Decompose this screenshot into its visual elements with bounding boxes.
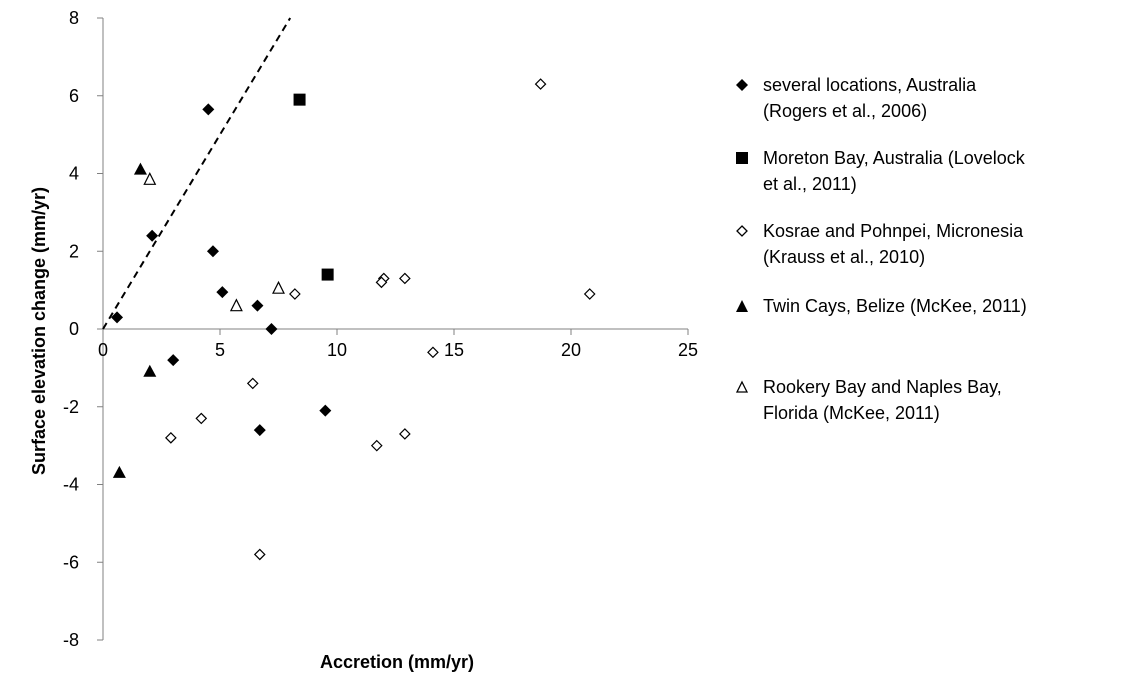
y-tick-label: 6 bbox=[69, 86, 79, 106]
x-axis-title: Accretion (mm/yr) bbox=[320, 652, 474, 672]
legend-label-line: Rookery Bay and Naples Bay, bbox=[763, 377, 1002, 397]
y-tick-label: -2 bbox=[63, 397, 79, 417]
open-diamond-point bbox=[195, 412, 208, 425]
open-diamond-icon bbox=[736, 225, 748, 237]
y-tick-label: 8 bbox=[69, 8, 79, 28]
x-tick-label: 25 bbox=[678, 340, 698, 360]
y-tick-label: -4 bbox=[63, 475, 79, 495]
filled-diamond-point bbox=[206, 245, 219, 258]
legend-label-line: Twin Cays, Belize (McKee, 2011) bbox=[763, 296, 1027, 316]
legend-label-line: Moreton Bay, Australia (Lovelock bbox=[763, 148, 1025, 168]
open-diamond-point bbox=[583, 288, 596, 300]
open-diamond-point bbox=[253, 548, 266, 561]
open-triangle-point bbox=[229, 298, 243, 312]
open-diamond-point bbox=[375, 276, 388, 289]
filled-diamond-point bbox=[319, 404, 332, 417]
filled-diamond-point bbox=[167, 354, 180, 367]
filled-diamond-point bbox=[251, 299, 264, 312]
filled-triangle-point bbox=[143, 364, 157, 377]
x-tick-label: 15 bbox=[444, 340, 464, 360]
open-diamond-point bbox=[399, 272, 411, 285]
y-tick-label: -8 bbox=[63, 630, 79, 650]
filled-diamond-point bbox=[265, 323, 278, 335]
y-tick-label: 4 bbox=[69, 164, 79, 184]
filled-triangle-point bbox=[112, 465, 126, 478]
legend-label-line: (Rogers et al., 2006) bbox=[763, 101, 928, 121]
open-triangle-point bbox=[143, 171, 157, 185]
legend-label-line: several locations, Australia bbox=[763, 75, 977, 95]
legend-label-line: Kosrae and Pohnpei, Micronesia bbox=[763, 221, 1024, 241]
legend-label: Moreton Bay, Australia (Lovelock et al.,… bbox=[763, 145, 1128, 197]
filled-triangle-point bbox=[133, 162, 147, 175]
y-tick-label: 0 bbox=[69, 319, 79, 339]
filled-square-icon bbox=[736, 152, 748, 164]
reference-line bbox=[102, 17, 292, 330]
open-diamond-point bbox=[165, 432, 177, 444]
filled-square-point bbox=[321, 268, 334, 281]
open-diamond-point bbox=[399, 428, 411, 440]
filled-triangle-icon bbox=[736, 300, 748, 312]
open-triangle-icon bbox=[735, 380, 749, 393]
legend-label: Kosrae and Pohnpei, Micronesia (Krauss e… bbox=[763, 218, 1128, 270]
y-tick-label: -6 bbox=[63, 552, 79, 572]
y-axis-title: Surface elevation change (mm/yr) bbox=[29, 187, 49, 475]
open-triangle-point bbox=[272, 280, 285, 294]
legend-label: Twin Cays, Belize (McKee, 2011) bbox=[763, 293, 1128, 319]
x-tick-label: 5 bbox=[215, 340, 225, 360]
legend-label-line: Florida (McKee, 2011) bbox=[763, 403, 940, 423]
filled-square-point bbox=[293, 93, 306, 106]
filled-diamond-point bbox=[216, 286, 229, 299]
filled-diamond-point bbox=[146, 229, 159, 242]
x-tick-label: 10 bbox=[327, 340, 347, 360]
open-diamond-point bbox=[427, 346, 439, 359]
x-tick-label: 0 bbox=[98, 340, 108, 360]
open-diamond-point bbox=[370, 439, 383, 452]
y-tick-label: 2 bbox=[69, 241, 79, 261]
legend-label: several locations, Australia (Rogers et … bbox=[763, 72, 1128, 124]
open-diamond-point bbox=[289, 288, 301, 300]
filled-diamond-point bbox=[111, 311, 124, 324]
legend-label-line: (Krauss et al., 2010) bbox=[763, 247, 926, 267]
filled-diamond-point bbox=[202, 103, 215, 116]
plot-area: -8 -6 -4 -2 0 2 4 6 8 0 5 10 15 20 25 bbox=[63, 8, 698, 650]
filled-diamond-icon bbox=[736, 79, 748, 91]
open-diamond-point bbox=[246, 377, 259, 390]
x-tick-label: 20 bbox=[561, 340, 581, 360]
filled-diamond-point bbox=[253, 424, 266, 437]
legend-label-line: et al., 2011) bbox=[763, 174, 857, 194]
open-diamond-point bbox=[534, 78, 547, 90]
legend-label: Rookery Bay and Naples Bay, Florida (McK… bbox=[763, 374, 1128, 426]
